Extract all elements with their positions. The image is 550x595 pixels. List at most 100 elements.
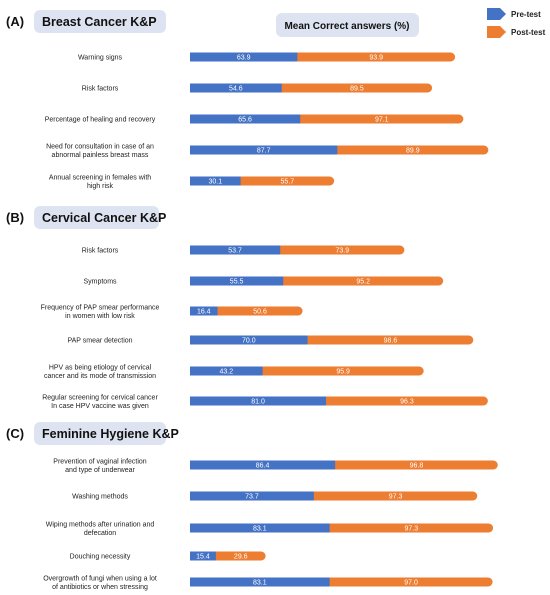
bar-pre-test: [190, 245, 281, 255]
bar-post-test: [303, 335, 474, 345]
category-label: Regular screening for cervical cancer In …: [42, 394, 158, 410]
value-label-pre-test: 63.9: [237, 55, 251, 62]
value-label-post-test: 97.0: [404, 580, 418, 587]
bar-post-test: [293, 52, 456, 62]
category-label: Need for consultation in case of an abnor…: [46, 143, 154, 159]
bar-row: Overgrowth of fungi when using a lot of a…: [43, 575, 493, 591]
bar-post-test: [331, 460, 498, 470]
category-label: Frequency of PAP smear performance in wom…: [41, 304, 160, 320]
value-label-post-test: 98.6: [384, 338, 398, 345]
section-title: Breast Cancer K&P: [42, 15, 157, 29]
category-label: Douching necessity: [70, 554, 131, 561]
section-letter: (A): [6, 14, 24, 29]
category-label: Annual screening in females with high ris…: [49, 174, 151, 190]
category-label: Symptoms: [83, 279, 117, 286]
bar-row: Risk factors 53.7 73.9: [82, 245, 405, 255]
category-label: Wiping methods after urination and defeca…: [46, 521, 155, 537]
bar-pre-test: [190, 335, 308, 345]
bar-pre-test: [190, 577, 330, 587]
section-title: Cervical Cancer K&P: [42, 211, 166, 225]
value-label-post-test: 96.8: [410, 463, 424, 470]
bar-post-test: [325, 523, 494, 533]
value-label-post-test: 97.1: [375, 117, 389, 124]
bar-pre-test: [190, 114, 301, 124]
category-label: Overgrowth of fungi when using a lot of a…: [43, 575, 157, 591]
bar-post-test: [309, 491, 478, 501]
bar-row: Risk factors 54.6 89.5: [82, 83, 433, 93]
bar-row: HPV as being etiology of cervical cancer …: [44, 364, 424, 380]
bar-post-test: [236, 176, 335, 186]
value-label-post-test: 73.9: [335, 248, 349, 255]
value-label-pre-test: 53.7: [228, 248, 242, 255]
bar-row: Regular screening for cervical cancer In …: [42, 394, 488, 410]
value-label-pre-test: 83.1: [253, 580, 267, 587]
section-title-box: [34, 206, 159, 229]
bar-post-test: [322, 396, 488, 406]
value-label-post-test: 96.3: [400, 399, 414, 406]
bar-pre-test: [190, 176, 241, 186]
legend-label-post-test: Post-test: [511, 28, 546, 37]
chart-title-box: [276, 13, 419, 37]
bar-row: Wiping methods after urination and defeca…: [46, 521, 494, 537]
bar-pre-test: [190, 491, 314, 501]
bar-row: Warning signs 63.9 93.9: [78, 52, 456, 62]
legend-marker-post-test: [487, 26, 506, 38]
bar-row: Annual screening in females with high ris…: [49, 174, 335, 190]
category-label: Risk factors: [82, 86, 119, 93]
value-label-post-test: 89.5: [350, 86, 364, 93]
bar-post-test: [211, 551, 266, 561]
category-label: Prevention of vaginal infection and type …: [53, 458, 146, 474]
value-label-pre-test: 54.6: [229, 86, 243, 93]
bar-post-test: [325, 577, 493, 587]
bar-pre-test: [190, 523, 330, 533]
bar-row: Symptoms 55.5 95.2: [83, 276, 444, 286]
value-label-post-test: 89.9: [406, 148, 420, 155]
value-label-post-test: 97.3: [389, 494, 403, 501]
section-1: (B) Cervical Cancer K&P Risk factors 53.7 73…: [6, 206, 488, 410]
category-label: Percentage of healing and recovery: [45, 117, 156, 124]
bar-row: Frequency of PAP smear performance in wom…: [41, 304, 303, 320]
value-label-post-test: 50.6: [253, 309, 267, 316]
bar-post-test: [333, 145, 489, 155]
bar-row: Percentage of healing and recovery 65.6 97…: [45, 114, 464, 124]
category-label: Washing methods: [72, 494, 128, 501]
value-label-post-test: 29.6: [234, 554, 248, 561]
bar-pre-test: [190, 52, 298, 62]
section-title: Feminine Hygiene K&P: [42, 427, 179, 441]
value-label-pre-test: 70.0: [242, 338, 256, 345]
bar-post-test: [258, 366, 424, 376]
value-label-pre-test: 16.4: [197, 309, 211, 316]
bar-post-test: [279, 276, 444, 286]
value-label-pre-test: 86.4: [256, 463, 270, 470]
bar-pre-test: [190, 366, 263, 376]
section-0: (A) Breast Cancer K&P Warning signs 63.9 93.…: [6, 10, 489, 190]
bar-row: PAP smear detection 70.0 98.6: [67, 335, 474, 345]
value-label-post-test: 93.9: [369, 55, 383, 62]
bar-pre-test: [190, 306, 218, 316]
section-letter: (C): [6, 426, 24, 441]
bar-pre-test: [190, 460, 336, 470]
bar-row: Need for consultation in case of an abnor…: [46, 143, 489, 159]
value-label-pre-test: 15.4: [196, 554, 210, 561]
bar-pre-test: [190, 145, 338, 155]
chart-title: Mean Correct answers (%): [284, 21, 409, 32]
bar-post-test: [276, 245, 405, 255]
value-label-pre-test: 43.2: [219, 369, 233, 376]
category-label: PAP smear detection: [67, 338, 132, 345]
value-label-pre-test: 87.7: [257, 148, 271, 155]
value-label-post-test: 97.3: [405, 526, 419, 533]
bar-pre-test: [190, 396, 327, 406]
bar-pre-test: [190, 83, 282, 93]
bar-post-test: [213, 306, 303, 316]
value-label-pre-test: 55.5: [230, 279, 244, 286]
section-title-box: [34, 10, 166, 33]
bar-post-test: [296, 114, 464, 124]
bar-post-test: [277, 83, 433, 93]
bar-pre-test: [190, 276, 284, 286]
legend-label-pre-test: Pre-test: [511, 10, 541, 19]
value-label-post-test: 55.7: [281, 179, 295, 186]
category-label: HPV as being etiology of cervical cancer …: [44, 364, 156, 380]
category-label: Risk factors: [82, 248, 119, 255]
section-title-box: [34, 422, 166, 445]
